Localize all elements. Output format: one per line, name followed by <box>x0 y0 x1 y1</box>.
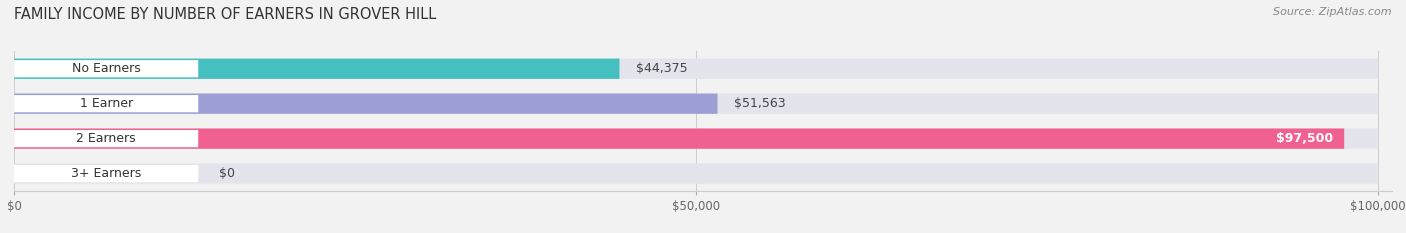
FancyBboxPatch shape <box>14 59 620 79</box>
FancyBboxPatch shape <box>14 59 1378 79</box>
Text: Source: ZipAtlas.com: Source: ZipAtlas.com <box>1274 7 1392 17</box>
Text: $51,563: $51,563 <box>734 97 786 110</box>
Text: $97,500: $97,500 <box>1277 132 1333 145</box>
Text: $0: $0 <box>219 167 235 180</box>
FancyBboxPatch shape <box>14 93 717 114</box>
FancyBboxPatch shape <box>14 60 198 77</box>
Text: 2 Earners: 2 Earners <box>76 132 136 145</box>
Text: No Earners: No Earners <box>72 62 141 75</box>
FancyBboxPatch shape <box>14 165 198 182</box>
FancyBboxPatch shape <box>14 95 198 112</box>
Text: FAMILY INCOME BY NUMBER OF EARNERS IN GROVER HILL: FAMILY INCOME BY NUMBER OF EARNERS IN GR… <box>14 7 436 22</box>
Text: 3+ Earners: 3+ Earners <box>72 167 141 180</box>
FancyBboxPatch shape <box>14 130 198 147</box>
FancyBboxPatch shape <box>14 93 1378 114</box>
FancyBboxPatch shape <box>14 164 1378 184</box>
FancyBboxPatch shape <box>14 129 1344 149</box>
FancyBboxPatch shape <box>14 129 1378 149</box>
Text: 1 Earner: 1 Earner <box>80 97 132 110</box>
Text: $44,375: $44,375 <box>636 62 688 75</box>
